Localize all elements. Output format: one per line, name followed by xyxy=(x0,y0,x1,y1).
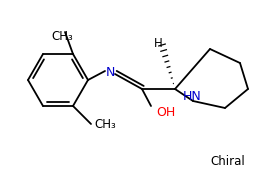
Text: HN: HN xyxy=(183,90,201,103)
Text: CH₃: CH₃ xyxy=(51,30,73,43)
Text: OH: OH xyxy=(156,107,175,120)
Text: H: H xyxy=(154,37,162,50)
Text: Chiral: Chiral xyxy=(210,155,245,168)
Text: N: N xyxy=(105,66,115,79)
Text: CH₃: CH₃ xyxy=(94,119,116,131)
